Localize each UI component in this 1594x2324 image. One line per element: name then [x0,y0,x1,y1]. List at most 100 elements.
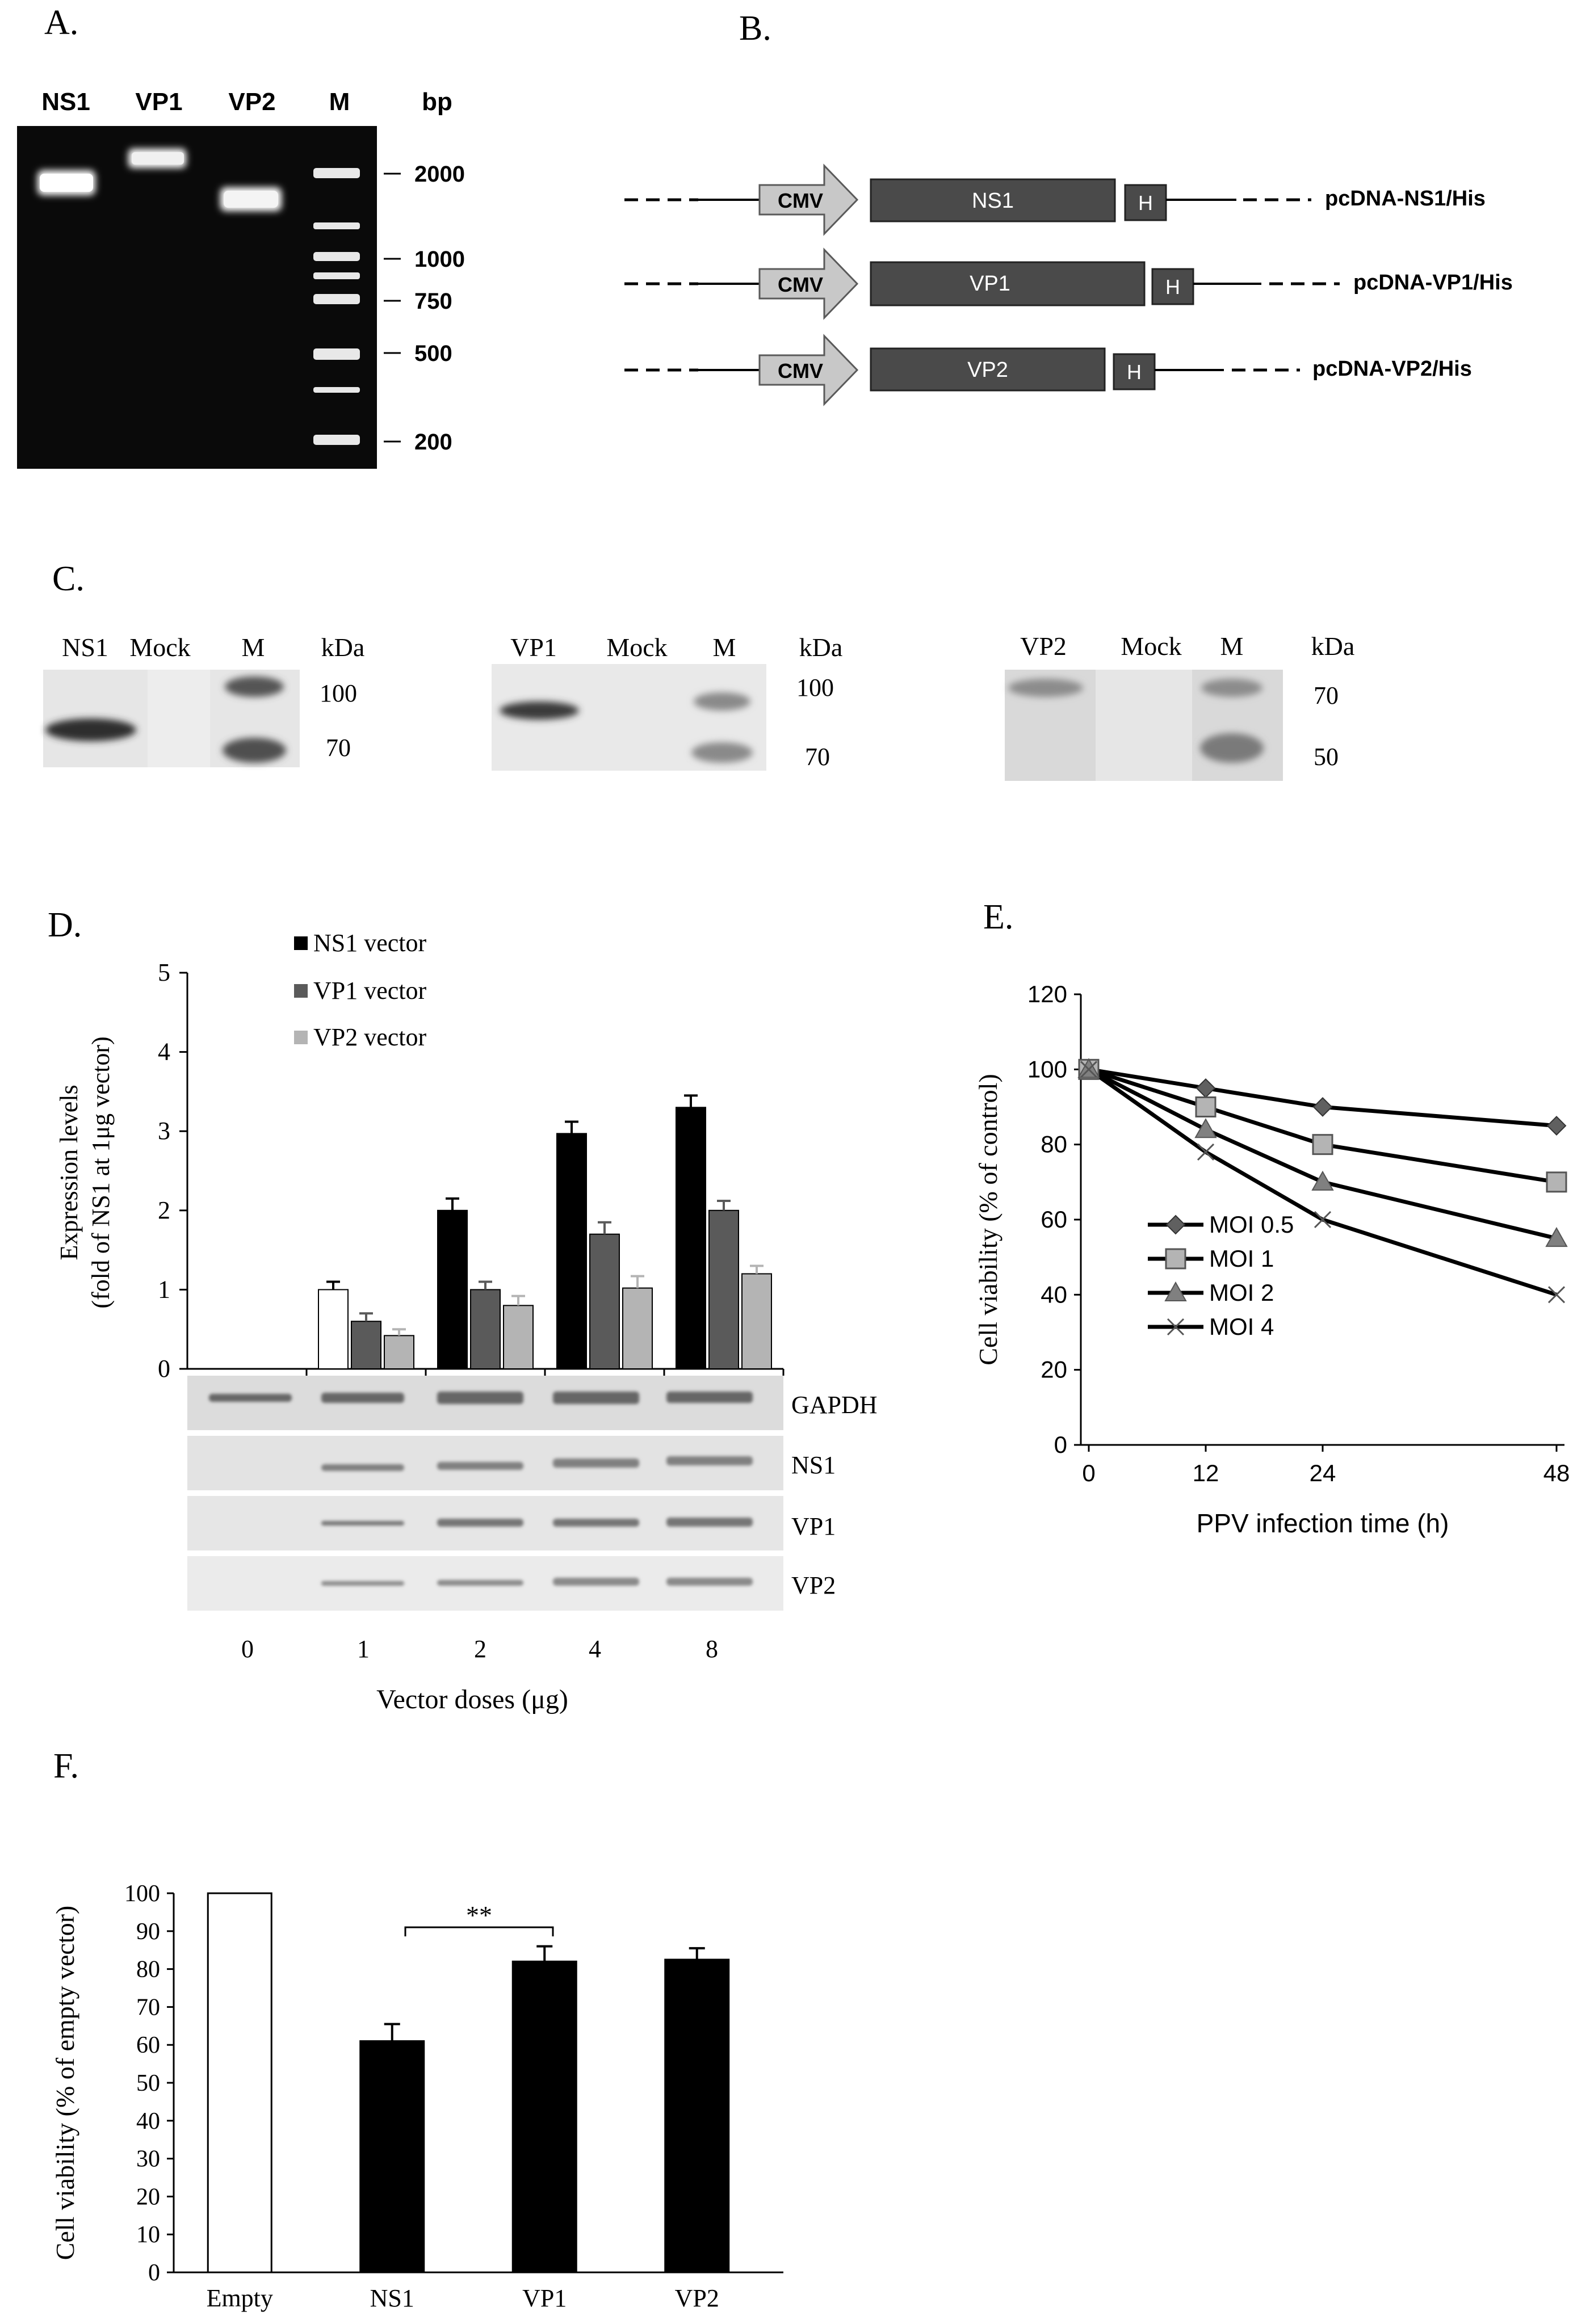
his-tag-label: H [1138,191,1153,215]
panel-a-label: A. [44,3,78,42]
significance-label: ** [466,1901,492,1930]
y-tick-label: 100 [124,1881,160,1907]
gel-unit-label: bp [422,88,452,116]
gene-box [870,261,1146,306]
data-point [1312,1134,1333,1155]
blot-band [691,742,753,763]
bar-vp2 [384,1335,414,1369]
y-tick-label: 1 [158,1275,170,1303]
x-marker-stroke [1197,1143,1215,1161]
gel-band [224,191,278,208]
chart-e-series [1077,1058,1568,1304]
bar-empty [207,1892,272,2273]
panel-e: E. 0 20 40 60 80 100 120 0 12 24 48 PPV infection… [974,898,1570,1538]
blot-row-label: NS1 [791,1451,836,1479]
cmv-promoter-arrow [758,334,859,406]
his-tag-box [1124,184,1167,221]
y-tick-label: 70 [136,1994,160,2020]
panel-b-label: B. [739,9,771,48]
data-point [1164,1281,1187,1301]
gel-lane-label: M [329,88,350,116]
blot-unit-label: kDa [321,633,365,662]
data-point [1311,1170,1334,1191]
bar-vp1 [589,1233,620,1369]
gene-box [870,178,1116,222]
cmv-label: CMV [778,273,823,296]
blot-marker: 70 [1314,682,1339,709]
x-tick-label: VP2 [675,2284,719,2312]
y-tick-label: 5 [158,959,170,986]
blot-marker: 50 [1314,743,1339,771]
chart-d-legend: NS1 vector VP1 vector VP2 vector [294,929,427,1051]
blot-lane-label: VP1 [510,633,557,662]
data-point [1197,1143,1215,1161]
bar-vp2 [622,1287,653,1369]
chart-d-ylabel: Expression levels [55,1085,83,1260]
blot-unit-label: kDa [1311,632,1355,661]
data-point [1546,1116,1567,1136]
data-point [1165,1214,1186,1235]
significance-bracket [404,1926,554,1936]
x-tick-label: 8 [706,1635,718,1663]
blot-lane-label: M [242,633,265,662]
y-tick-label: 80 [1041,1131,1067,1158]
x-marker-stroke [1167,1318,1185,1336]
y-tick-label: 90 [136,1919,160,1945]
panel-d: D. NS1 vector VP1 vector VP2 vector 0 1 2 3… [48,906,878,1714]
his-tag-label: H [1127,360,1142,384]
panel-d-label: D. [48,906,82,944]
chart-e-xlabel: PPV infection time (h) [1197,1508,1449,1538]
gel-lane-label: NS1 [41,88,90,116]
gene-label: NS1 [972,189,1014,213]
y-tick-label: 3 [158,1117,170,1145]
blot-row-label: VP2 [791,1571,836,1599]
y-tick-label: 40 [136,2108,160,2134]
bar-vp2 [664,1959,730,2273]
gel-marker-750: 750 [414,289,452,314]
chart-f-bars: Empty NS1 VP1 VP2 [207,1892,730,2312]
y-tick-label: 100 [1027,1056,1067,1082]
series-line [1087,1068,1558,1297]
x-tick-label: 0 [1082,1460,1095,1486]
gel-marker-500: 500 [414,341,452,366]
western-blot-ns1: NS1 Mock M kDa 100 70 [43,633,364,767]
cmv-label: CMV [778,359,823,383]
blot-lane-label: VP2 [1020,632,1067,661]
data-point [1545,1227,1568,1247]
y-tick-label: 4 [158,1038,170,1066]
legend-swatch-ns1 [294,936,308,950]
panel-f: F. 0 10 20 30 40 50 60 70 80 90 100 Empty NS1 VP1 VP2… [51,1747,783,2312]
bar-ns1 [676,1107,706,1369]
blot-band [223,738,286,763]
gel-lane-label: VP2 [228,88,275,116]
legend-label-ns1: NS1 vector [313,929,427,957]
chart-e-x-ticks: 0 12 24 48 [1082,1445,1570,1486]
blot-row-label: VP1 [791,1512,836,1540]
gene-box [870,347,1106,392]
bar-ns1 [359,2040,425,2273]
x-tick-label: VP1 [522,2284,567,2312]
construct-vp1: CMV VP1 H pcDNA-VP1/His [624,247,1513,320]
bar-ns1 [437,1209,468,1370]
chart-d-x-ticks: 0 1 2 4 8 [241,1635,718,1663]
x-tick-label: 48 [1543,1460,1570,1486]
chart-d-xlabel: Vector doses (μg) [376,1684,568,1714]
gene-label: VP1 [970,272,1010,296]
dna-ladder [313,168,360,445]
legend-label: MOI 0.5 [1209,1211,1294,1238]
chart-d-y-ticks: 0 1 2 3 4 5 [158,959,187,1382]
chart-d-y-axis-title: Expression levels (fold of NS1 at 1μg ve… [55,1036,115,1308]
x-marker-stroke [1080,1061,1098,1078]
y-tick-label: 60 [136,2032,160,2058]
y-tick-label: 60 [1041,1206,1067,1233]
cmv-promoter-arrow [758,163,859,236]
data-point [1165,1248,1186,1270]
data-point [1547,1286,1566,1304]
blot-lane-label: M [713,633,736,662]
gel-marker-labels [384,173,401,443]
y-tick-label: 20 [136,2184,160,2210]
blot-marker: 100 [320,679,357,707]
y-tick-label: 50 [136,2070,160,2096]
construct-name: pcDNA-VP1/His [1353,271,1513,295]
data-point [1546,1171,1567,1193]
